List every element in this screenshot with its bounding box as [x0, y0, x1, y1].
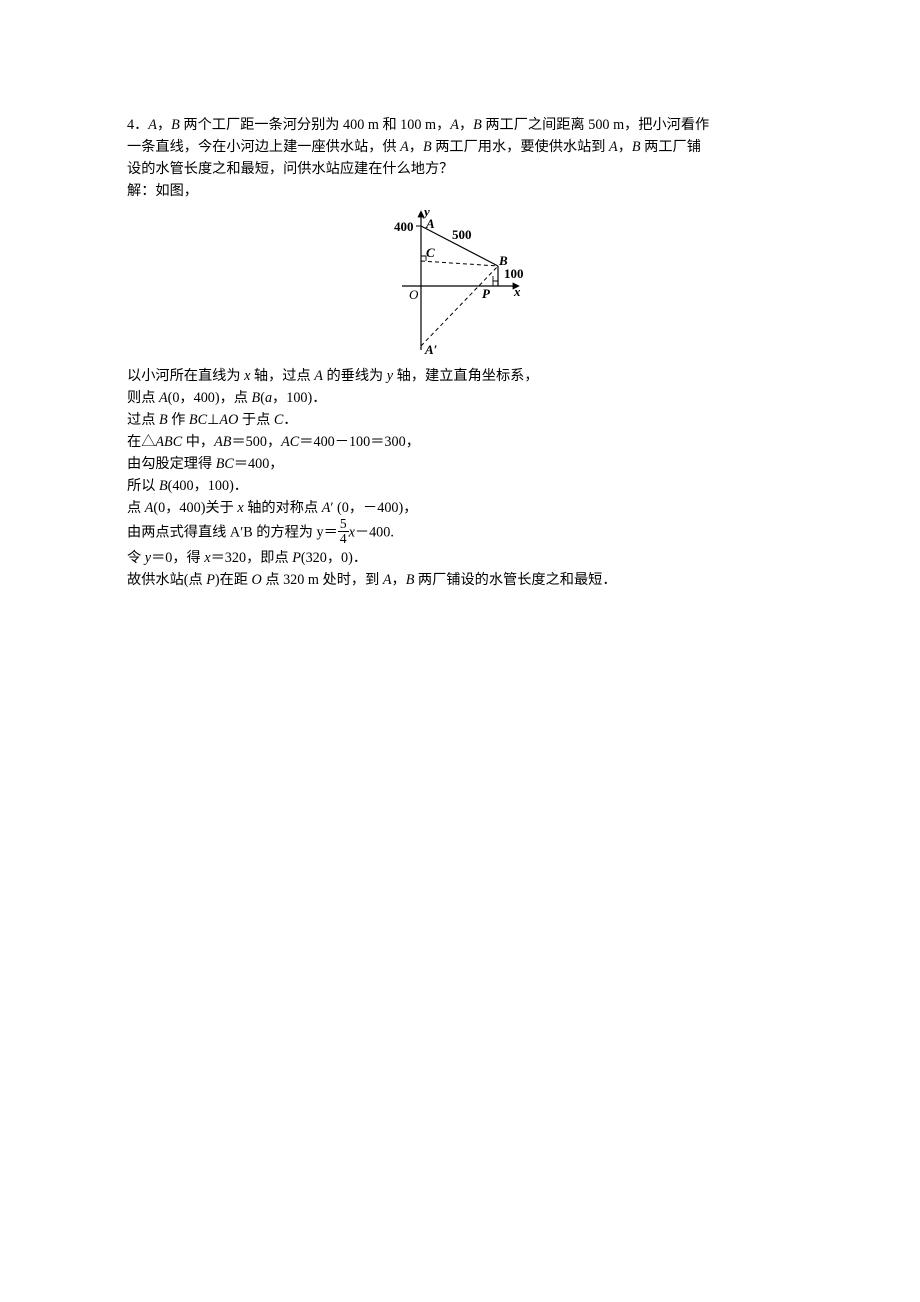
solution-line-6: 所以 B(400，100)． — [127, 475, 795, 497]
fraction-5-4: 54 — [338, 517, 349, 545]
solution-head: 解：如图， — [127, 180, 795, 202]
label-Aprime: A′ — [424, 342, 438, 356]
label-400: 400 — [394, 219, 414, 234]
label-P: P — [482, 286, 491, 301]
segment-ApB-dashed — [421, 266, 498, 346]
label-500: 500 — [452, 227, 472, 242]
problem-number: 4． — [127, 117, 148, 133]
fraction-den: 4 — [338, 532, 349, 546]
solution-line-10: 故供水站(点 P)在距 O 点 320 m 处时，到 A，B 两厂铺设的水管长度… — [127, 569, 795, 591]
solution-line-4: 在△ABC 中，AB＝500，AC＝400－100＝300， — [127, 431, 795, 453]
label-C: C — [426, 245, 435, 260]
fraction-num: 5 — [338, 517, 349, 532]
problem-figure: y x O 400 A 500 C B 100 P A′ — [366, 206, 556, 356]
label-O: O — [409, 287, 419, 302]
solution-line-9: 令 y＝0，得 x＝320，即点 P(320，0)． — [127, 547, 795, 569]
right-angle-Bf — [493, 276, 498, 281]
figure-container: y x O 400 A 500 C B 100 P A′ — [127, 206, 795, 363]
solution-line-2: 则点 A(0，400)，点 B(a，100)． — [127, 387, 795, 409]
solution-line-8: 由两点式得直线 A′B 的方程为 y＝54x－400. — [127, 519, 795, 547]
solution-line-5: 由勾股定理得 BC＝400， — [127, 453, 795, 475]
solution-line-3: 过点 B 作 BC⊥AO 于点 C． — [127, 409, 795, 431]
label-A: A — [425, 216, 435, 231]
problem-line-1: 4．A，B 两个工厂距一条河分别为 400 m 和 100 m，A，B 两工厂之… — [127, 114, 795, 136]
segment-CB-dashed — [421, 261, 498, 266]
solution-line-1: 以小河所在直线为 x 轴，过点 A 的垂线为 y 轴，建立直角坐标系， — [127, 365, 795, 387]
s8-prefix: 由两点式得直线 A′B 的方程为 y＝ — [127, 524, 338, 540]
problem-line-3: 设的水管长度之和最短，问供水站应建在什么地方？ — [127, 158, 795, 180]
label-100: 100 — [504, 266, 524, 281]
label-x: x — [513, 284, 521, 299]
solution-line-7: 点 A(0，400)关于 x 轴的对称点 A′ (0，－400)， — [127, 497, 795, 519]
problem-line-2: 一条直线，今在小河边上建一座供水站，供 A，B 两工厂用水，要使供水站到 A，B… — [127, 136, 795, 158]
right-angle-Bf2 — [493, 281, 498, 286]
